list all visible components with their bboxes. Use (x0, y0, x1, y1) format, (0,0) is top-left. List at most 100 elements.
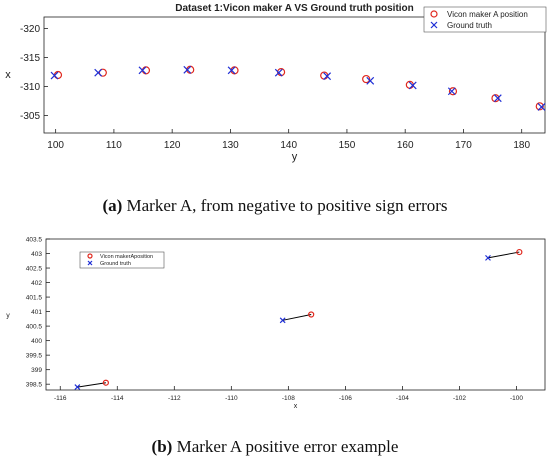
chart-a-ground-truth-point-stroke-b (323, 72, 332, 81)
chart-b-xtick-label: -112 (168, 395, 181, 402)
chart-b-ground-truth-point (485, 254, 491, 261)
chart-a-vicon-point (448, 87, 458, 96)
chart-b-xtick-label: -100 (510, 395, 523, 402)
chart-a-ytick-label: -315 (20, 53, 40, 64)
chart-a-legend-marker (430, 21, 438, 29)
chart-a-vicon-point (535, 102, 544, 111)
chart-b-ground-truth-point-stroke-b (485, 254, 491, 261)
chart-b-ytick-label: 403 (31, 251, 42, 258)
chart-b-xlabel: x (294, 403, 298, 410)
caption-b: (b) Marker A positive error example (0, 437, 550, 457)
chart-a-ground-truth-point (408, 81, 417, 90)
chart-a-xtick-label: 130 (222, 140, 239, 151)
chart-b-xtick-label: -104 (396, 395, 409, 402)
chart-b-ytick-label: 399.5 (26, 352, 43, 359)
chart-a-ground-truth-point (227, 66, 236, 75)
chart-a-ground-truth-point-stroke-b (50, 71, 59, 80)
chart-a-ground-truth-point (493, 94, 502, 103)
chart-b-connection-line (282, 314, 312, 321)
chart-b-connection-line (77, 382, 106, 388)
chart-a-vicon-point (491, 94, 500, 103)
chart-b-xtick-label: -102 (453, 395, 466, 402)
chart-a-xtick-label: 180 (513, 140, 530, 151)
chart-b-ytick-label: 401 (31, 309, 42, 316)
chart-b-connection-line (487, 251, 520, 259)
chart-b-ground-truth-point-stroke-b (279, 317, 286, 324)
chart-a-ground-truth-point (138, 66, 147, 75)
chart-b-ytick-label: 399 (31, 367, 42, 374)
chart-a-ground-truth-point-stroke-b (274, 68, 283, 77)
caption-b-label: (b) (151, 437, 173, 456)
chart-a-ground-truth-point (323, 72, 332, 81)
chart-a-ground-truth-point (447, 87, 456, 96)
chart-b-ytick-label: 402 (31, 280, 42, 287)
chart-b-legend-label: Vicon makerAposition (100, 254, 153, 260)
chart-a-ground-truth-point-stroke-b (537, 102, 546, 111)
chart-b-legend-marker (87, 253, 93, 259)
chart-a-vicon-point (141, 66, 151, 75)
chart-a-xtick-label: 160 (397, 140, 414, 151)
chart-a-xtick-label: 140 (280, 140, 297, 151)
caption-a-text: Marker A, from negative to positive sign… (126, 196, 448, 215)
chart-a-ground-truth-point-stroke-b (183, 65, 192, 74)
chart-b-ytick-label: 398.5 (26, 381, 43, 388)
chart-a-xtick-label: 120 (164, 140, 181, 151)
chart-a-ground-truth-point (50, 71, 59, 80)
chart-a-ground-truth-point (366, 76, 375, 85)
chart-a-ground-truth-point (274, 68, 283, 77)
chart-b-ytick-label: 402.5 (26, 265, 43, 272)
chart-b-xtick-label: -114 (111, 395, 124, 402)
chart-a-legend-label: Ground truth (447, 21, 492, 30)
chart-a-legend-box (423, 6, 547, 33)
chart-b-legend-box (79, 251, 165, 269)
chart-a-ground-truth-point-stroke-b (94, 68, 103, 77)
chart-b-ground-truth-point-stroke-b (74, 384, 81, 391)
chart-a-ground-truth-point (94, 68, 103, 77)
chart-b-ytick-label: 401.5 (26, 294, 43, 301)
chart-b-xtick-label: -116 (54, 395, 67, 402)
caption-b-text: Marker A positive error example (176, 437, 399, 456)
chart-a-ytick-label: -310 (20, 82, 40, 93)
chart-a-legend-marker (430, 10, 438, 18)
chart-a-ground-truth-point-stroke-b (227, 66, 236, 75)
chart-b-plot-frame (45, 238, 546, 391)
chart-b-ylabel: y (6, 313, 10, 320)
chart-a-xtick-label: 170 (455, 140, 472, 151)
chart-a-xlabel: y (292, 151, 298, 163)
chart-a-ground-truth-point-stroke-b (447, 87, 456, 96)
chart-b-vicon-point (516, 248, 523, 256)
chart-b-vicon-point (308, 311, 315, 318)
chart-b-ytick-label: 403.5 (26, 236, 43, 243)
chart-b-xtick-label: -110 (225, 395, 238, 402)
chart-a-legend-marker-stroke-b (430, 21, 438, 29)
chart-b-xtick-label: -106 (339, 395, 352, 402)
chart-a-ytick-label: -320 (20, 24, 40, 35)
chart-a-ground-truth-point (183, 65, 192, 74)
chart-b-ytick-label: 400 (31, 338, 42, 345)
chart-b-legend-label: Ground truth (100, 261, 131, 267)
chart-a-ground-truth-point (537, 102, 546, 111)
chart-a-ground-truth-point-stroke-b (138, 66, 147, 75)
chart-a-xtick-label: 100 (47, 140, 64, 151)
chart-a-xtick-label: 110 (106, 140, 122, 151)
chart-a-ytick-label: -305 (20, 111, 40, 122)
chart-b-legend-marker (87, 260, 93, 266)
chart-a-ground-truth-point-stroke-b (366, 76, 375, 85)
chart-a-plot-frame (43, 16, 546, 134)
chart-b-vicon-point (102, 379, 109, 386)
chart-b-legend-marker-stroke-b (87, 260, 93, 266)
caption-a: (a) Marker A, from negative to positive … (0, 196, 550, 216)
chart-a-title: Dataset 1:Vicon maker A VS Ground truth … (175, 3, 414, 14)
chart-b-xtick-label: -108 (282, 395, 295, 402)
chart-a-ylabel: x (5, 69, 11, 81)
chart-a-xtick-label: 150 (339, 140, 356, 151)
caption-a-label: (a) (102, 196, 123, 215)
chart-a-ground-truth-point-stroke-b (493, 94, 502, 103)
chart-a-legend-label: Vicon maker A position (447, 10, 528, 19)
chart-a-vicon-point (362, 74, 371, 84)
chart-b-ground-truth-point (74, 384, 81, 391)
chart-a-ground-truth-point-stroke-b (408, 81, 417, 90)
chart-b-ytick-label: 400.5 (26, 323, 43, 330)
chart-b-ground-truth-point (279, 317, 286, 324)
